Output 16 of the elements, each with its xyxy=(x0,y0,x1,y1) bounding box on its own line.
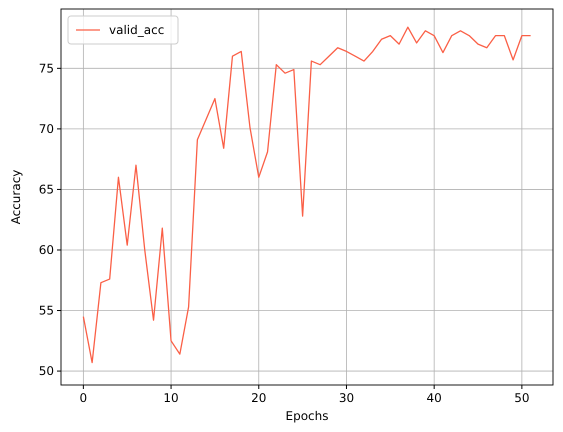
line-series xyxy=(82,26,532,364)
x-axis-title: Epochs xyxy=(286,409,328,423)
y-tick-label: 75 xyxy=(38,61,54,76)
y-tick-label: 60 xyxy=(38,242,54,257)
x-tick-label: 30 xyxy=(338,391,354,405)
y-tick-label: 70 xyxy=(38,122,54,136)
x-tick-label: 0 xyxy=(80,391,88,405)
x-tick-label: 10 xyxy=(163,391,179,405)
x-tick-label: 40 xyxy=(426,391,442,405)
y-tick-label: 65 xyxy=(38,182,54,196)
legend-label: valid_acc xyxy=(109,23,164,37)
x-tick-label: 20 xyxy=(251,391,266,405)
y-tick-label: 55 xyxy=(38,304,54,318)
x-tick-label: 50 xyxy=(514,391,530,405)
y-tick-label: 50 xyxy=(38,364,54,378)
y-axis-title: Accuracy xyxy=(9,170,23,224)
